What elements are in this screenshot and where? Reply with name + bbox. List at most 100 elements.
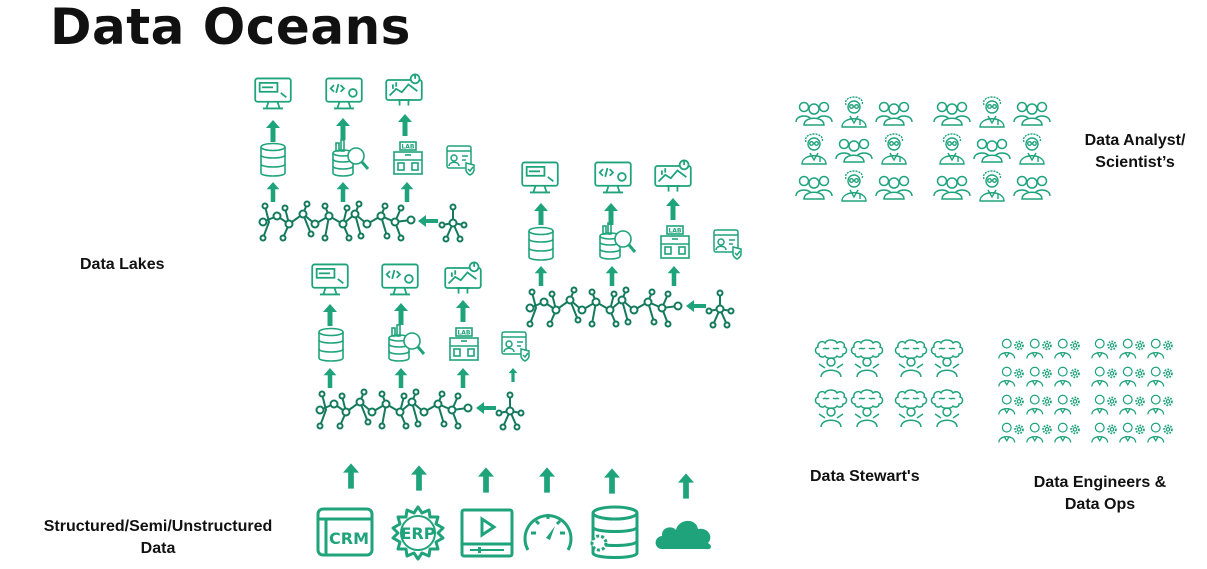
data-engineer-icon bbox=[1026, 338, 1052, 360]
label-data-engineers-line1: Data Engineers & bbox=[1033, 474, 1167, 491]
arrow-up-icon bbox=[605, 266, 619, 286]
data-engineer-icon bbox=[1147, 366, 1173, 388]
data-engineer-icon bbox=[1026, 422, 1052, 444]
lab-icon bbox=[660, 225, 690, 259]
label-data-engineers: Data Engineers & Data Ops bbox=[1015, 472, 1185, 516]
network-hub-icon bbox=[495, 391, 525, 431]
scientist-icon bbox=[979, 170, 1005, 202]
arrow-up-icon bbox=[266, 182, 280, 202]
label-data-lakes: Data Lakes bbox=[80, 256, 165, 273]
data-engineer-icon bbox=[998, 422, 1024, 444]
profile-verified-icon bbox=[446, 145, 475, 176]
people-group-icon bbox=[875, 175, 913, 200]
data-search-icon bbox=[331, 139, 370, 178]
scientist-icon bbox=[881, 133, 907, 165]
network-chain-icon bbox=[525, 286, 683, 328]
arrow-left-icon bbox=[418, 215, 438, 227]
data-engineers-group bbox=[998, 338, 1173, 444]
people-group-icon bbox=[835, 138, 873, 163]
arrow-up-icon bbox=[266, 120, 280, 142]
label-data-analysts-line1: Data Analyst/ bbox=[1084, 132, 1186, 149]
data-search-icon bbox=[598, 222, 637, 261]
scientist-icon bbox=[979, 96, 1005, 128]
code-icon bbox=[325, 77, 363, 110]
label-data-engineers-line2: Data Ops bbox=[1064, 496, 1136, 513]
cloud-icon bbox=[655, 520, 712, 550]
data-engineer-icon bbox=[1054, 338, 1080, 360]
data-engineer-icon bbox=[1119, 422, 1145, 444]
data-steward-icon bbox=[850, 339, 884, 378]
arrow-up-icon bbox=[534, 203, 548, 225]
database-icon bbox=[318, 327, 344, 362]
data-steward-icon bbox=[894, 339, 928, 378]
monitor-icon bbox=[254, 77, 292, 110]
page-title: Data Oceans bbox=[50, 0, 411, 56]
data-engineer-icon bbox=[1054, 366, 1080, 388]
data-steward-icon bbox=[930, 339, 964, 378]
analytics-icon bbox=[385, 73, 423, 107]
crm-icon bbox=[316, 507, 374, 557]
network-hub-icon bbox=[705, 289, 735, 329]
people-group-icon bbox=[933, 175, 971, 200]
analytics-icon bbox=[654, 159, 692, 193]
database-gear-icon bbox=[590, 505, 639, 559]
data-engineer-icon bbox=[1147, 394, 1173, 416]
video-player-icon bbox=[460, 508, 514, 558]
source-arrows bbox=[343, 463, 694, 499]
label-data-analysts: Data Analyst/ Scientist’s bbox=[1070, 130, 1200, 174]
lab-icon bbox=[449, 327, 479, 361]
profile-verified-icon bbox=[501, 331, 530, 362]
speedometer-icon bbox=[523, 512, 573, 552]
arrow-up-icon bbox=[604, 203, 618, 225]
arrow-up-icon bbox=[456, 368, 470, 388]
data-steward-icon bbox=[850, 389, 884, 428]
scientist-icon bbox=[801, 133, 827, 165]
data-engineer-icon bbox=[1119, 394, 1145, 416]
people-group-icon bbox=[1013, 101, 1051, 126]
label-data-sources-line1: Structured/Semi/Unstructured bbox=[43, 518, 273, 535]
data-source-icons: ERP bbox=[316, 505, 712, 561]
arrow-up-icon bbox=[508, 368, 518, 382]
data-stewards-group bbox=[814, 339, 964, 428]
people-group-icon bbox=[1013, 175, 1051, 200]
people-group-icon bbox=[973, 138, 1011, 163]
data-lake-cluster-3 bbox=[311, 261, 530, 431]
people-group-icon bbox=[933, 101, 971, 126]
data-engineer-icon bbox=[1091, 338, 1117, 360]
code-icon bbox=[594, 161, 632, 194]
arrow-up-icon bbox=[394, 368, 408, 388]
data-engineer-icon bbox=[1119, 366, 1145, 388]
profile-verified-icon bbox=[713, 229, 742, 260]
label-data-analysts-line2: Scientist’s bbox=[1095, 154, 1175, 171]
database-icon bbox=[528, 226, 554, 261]
data-steward-icon bbox=[894, 389, 928, 428]
code-icon bbox=[381, 263, 419, 296]
erp-label: ERP bbox=[401, 524, 436, 543]
arrow-up-icon bbox=[411, 465, 427, 491]
arrow-up-icon bbox=[400, 182, 414, 202]
scientist-icon bbox=[939, 133, 965, 165]
arrow-up-icon bbox=[343, 463, 359, 489]
data-engineer-icon bbox=[1026, 366, 1052, 388]
data-engineer-icon bbox=[1091, 422, 1117, 444]
arrow-up-icon bbox=[539, 467, 555, 493]
arrow-up-icon bbox=[394, 303, 408, 325]
network-chain-icon bbox=[258, 200, 416, 242]
arrow-left-icon bbox=[476, 402, 496, 414]
data-engineer-icon bbox=[1026, 394, 1052, 416]
label-data-stewarts: Data Stewart's bbox=[810, 468, 920, 485]
data-engineer-icon bbox=[1147, 422, 1173, 444]
analytics-icon bbox=[444, 261, 482, 295]
arrow-up-icon bbox=[323, 368, 337, 388]
data-lake-cluster-1 bbox=[254, 73, 475, 243]
scientist-icon bbox=[1019, 133, 1045, 165]
data-engineer-icon bbox=[1119, 338, 1145, 360]
arrow-up-icon bbox=[534, 266, 548, 286]
arrow-up-icon bbox=[456, 300, 470, 322]
data-lake-cluster-2 bbox=[521, 159, 742, 329]
data-engineer-icon bbox=[1147, 338, 1173, 360]
database-icon bbox=[260, 142, 286, 177]
scientist-icon bbox=[841, 170, 867, 202]
data-steward-icon bbox=[930, 389, 964, 428]
